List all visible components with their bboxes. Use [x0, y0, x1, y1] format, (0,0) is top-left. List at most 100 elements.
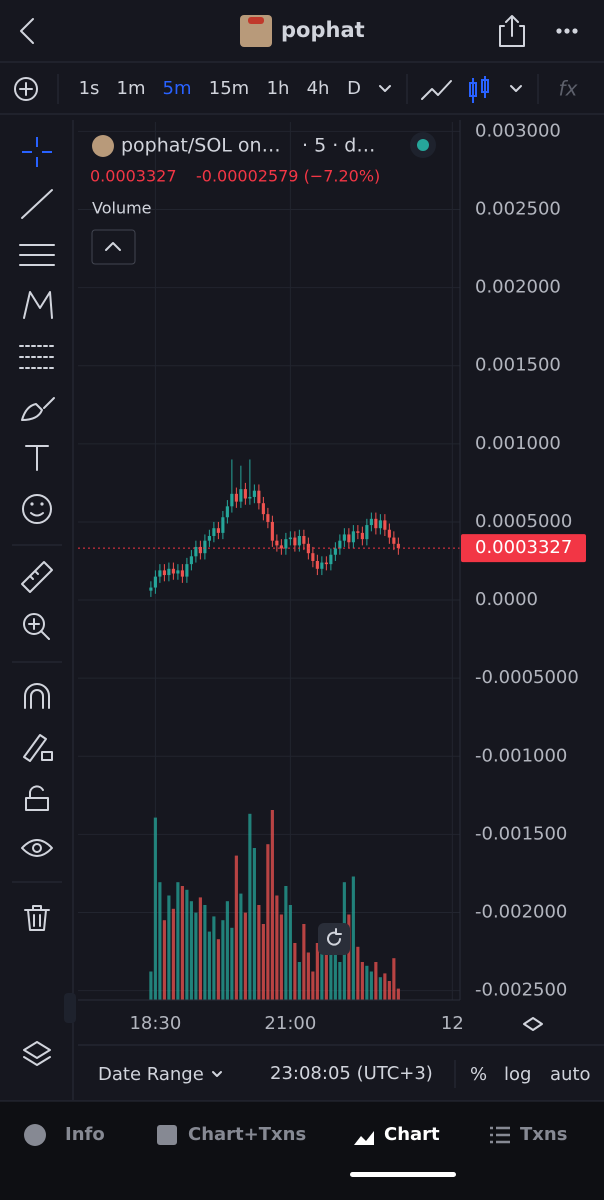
candle-body [270, 521, 274, 541]
candle-body [171, 568, 175, 574]
candle-body [167, 568, 171, 576]
candle-body [378, 520, 382, 529]
unlock-tool[interactable] [25, 785, 49, 811]
volume-bar [167, 895, 171, 1000]
volume-label: Volume [92, 199, 152, 218]
candle-body [189, 556, 193, 565]
emoji-tool[interactable] [22, 494, 52, 524]
pattern-tool[interactable] [23, 291, 53, 319]
tab[interactable]: Chart [384, 1124, 440, 1145]
chart-header: pophat/SOL on… · 5 · d… 0.0003327 -0.000… [90, 132, 436, 265]
brush-tool[interactable] [21, 397, 55, 421]
candle-body [374, 518, 378, 529]
volume-bar [261, 924, 265, 1000]
candle-body [248, 496, 252, 499]
symbol-suffix: · 5 · d… [302, 135, 375, 157]
volume-bar [230, 927, 234, 1000]
last-price-tag [461, 534, 586, 563]
interval-button[interactable]: 5m [163, 78, 192, 99]
magnet-tool[interactable] [24, 683, 50, 709]
candle-chart-button[interactable] [469, 76, 489, 103]
y-tick-label: 0.003000 [475, 120, 561, 141]
indicators-button[interactable]: fx [559, 77, 578, 101]
clock: 23:08:05 (UTC+3) [270, 1063, 433, 1084]
auto-toggle[interactable]: auto [550, 1064, 591, 1085]
volume-bar [302, 924, 306, 1000]
volume-bar [378, 977, 382, 1000]
candle-body [369, 518, 373, 526]
candle-body [252, 490, 256, 497]
last-price: 0.0003327 [90, 167, 177, 186]
tab[interactable]: Txns [520, 1124, 567, 1145]
volume-bar [279, 914, 283, 1000]
lock-drawing-tool[interactable] [23, 734, 53, 762]
trend-line-tool[interactable] [21, 189, 53, 219]
volume-bar [149, 971, 153, 1000]
chevron-down [212, 1071, 222, 1077]
candle-body [198, 546, 202, 554]
chart-type-dropdown[interactable] [510, 85, 522, 92]
y-tick-label: -0.002500 [475, 980, 567, 1001]
interval-button[interactable]: 15m [209, 78, 249, 99]
candle-body [158, 570, 162, 577]
visibility-tool[interactable] [21, 839, 53, 857]
crosshair-tool[interactable] [22, 137, 52, 167]
share-button[interactable] [499, 15, 525, 47]
volume-bar [369, 971, 373, 1000]
volume-bar [153, 817, 157, 1000]
interval-button[interactable]: 1h [267, 78, 290, 99]
candle-body [338, 540, 342, 549]
volume-bar [257, 905, 261, 1000]
more-button[interactable] [556, 28, 578, 34]
ruler-tool[interactable] [21, 561, 53, 593]
y-tick-label: -0.001000 [475, 745, 567, 766]
candle-body [302, 536, 306, 544]
projection-tool[interactable] [19, 345, 55, 369]
back-button[interactable] [20, 18, 34, 44]
volume-bar [203, 905, 207, 1000]
date-range-button[interactable]: Date Range [98, 1064, 204, 1085]
volume-bar [176, 882, 180, 1000]
y-tick-label: -0.0005000 [475, 667, 579, 688]
y-tick-label: 0.001000 [475, 433, 561, 454]
candle-body [153, 576, 157, 588]
text-tool[interactable] [25, 445, 49, 471]
candle-body [194, 546, 198, 557]
candle-body [203, 540, 207, 554]
tab[interactable]: Info [65, 1124, 105, 1145]
log-toggle[interactable]: log [504, 1064, 531, 1085]
candle-body [207, 536, 211, 541]
interval-button[interactable]: D [347, 78, 361, 99]
collapse-legend-button[interactable] [91, 229, 136, 265]
interval-dropdown[interactable] [379, 85, 391, 92]
percent-toggle[interactable]: % [470, 1064, 487, 1085]
volume-bar [266, 844, 270, 1000]
candle-body [266, 514, 270, 522]
axis-settings-button[interactable] [523, 1017, 543, 1031]
line-chart-button[interactable] [421, 80, 452, 100]
candle-body [239, 489, 243, 502]
fib-tool[interactable] [19, 244, 55, 266]
collapse-handle[interactable] [64, 993, 76, 1023]
y-tick-label: -0.002000 [475, 902, 567, 923]
volume-bar [162, 920, 166, 1000]
volume-bar [383, 973, 387, 1000]
volume-bar [216, 939, 220, 1000]
candle-body [329, 554, 333, 565]
reset-button[interactable] [318, 923, 350, 955]
interval-button[interactable]: 4h [307, 78, 330, 99]
layers-button[interactable] [23, 1041, 51, 1066]
symbol[interactable]: pophat/SOL on… [121, 135, 281, 157]
tab[interactable]: Chart+Txns [188, 1124, 306, 1145]
interval-button[interactable]: 1m [117, 78, 146, 99]
interval-button[interactable]: 1s [79, 78, 100, 99]
y-tick-label: 0.0000 [475, 589, 538, 610]
candle-body [162, 570, 166, 576]
delete-tool[interactable] [24, 905, 50, 931]
add-indicator-button[interactable] [14, 77, 38, 101]
volume-bar [329, 927, 333, 1000]
volume-bar [320, 933, 324, 1000]
zoom-tool[interactable] [23, 613, 50, 640]
